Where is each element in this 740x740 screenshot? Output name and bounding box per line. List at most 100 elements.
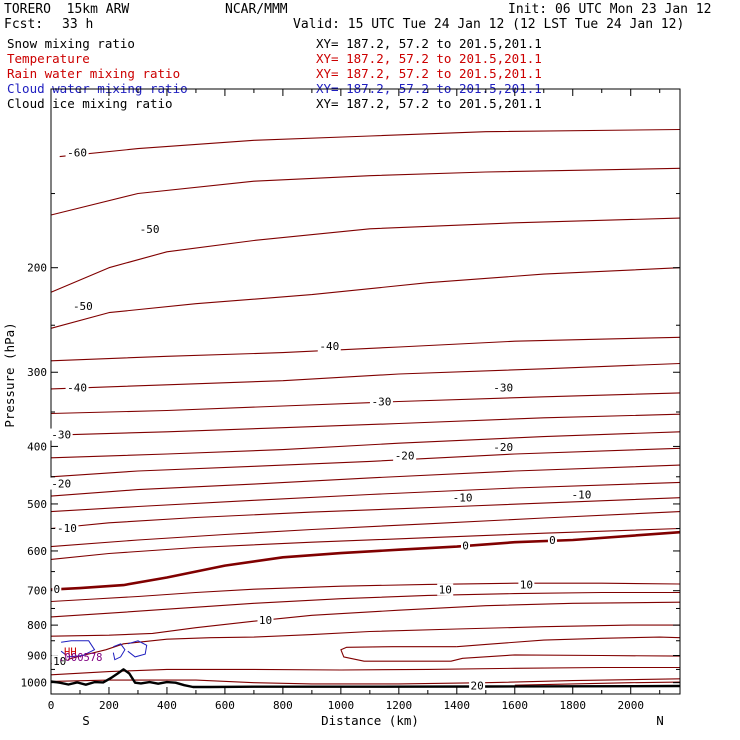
- contour-label: 10: [259, 614, 272, 627]
- field-label-cloud-water: Cloud water mixing ratio: [7, 81, 188, 96]
- x-tick-label: 1800: [560, 699, 587, 712]
- field-annotation: .000578: [58, 652, 102, 664]
- contour-line: [50, 666, 680, 676]
- contour-label: -40: [67, 381, 87, 394]
- contour-line: [50, 624, 680, 665]
- contour-label-bg: [518, 578, 535, 591]
- field-label-snow: Snow mixing ratio: [7, 36, 135, 51]
- contour-line: [340, 646, 681, 662]
- contour-line: [50, 601, 681, 637]
- contour-label: -40: [319, 340, 339, 353]
- field-label-rain: Rain water mixing ratio: [7, 66, 181, 81]
- contour-label: -20: [493, 441, 513, 454]
- contour-line: [59, 128, 681, 158]
- cloud-water-contours: [60, 640, 148, 661]
- y-tick-label: 200: [27, 262, 47, 275]
- contour-label-bg: [393, 449, 417, 462]
- contour-label: 0: [462, 540, 469, 553]
- x-tick-label: 600: [215, 699, 235, 712]
- contour-label-bg: [52, 583, 62, 596]
- x-tick-label: 0: [48, 699, 55, 712]
- contour-line: [50, 217, 681, 293]
- contour-label-bg: [55, 522, 79, 535]
- contour-label-bg: [547, 533, 557, 546]
- contour-label-bg: [451, 491, 475, 504]
- contour-line: [456, 636, 681, 648]
- contour-label-bg: [257, 614, 274, 627]
- field-label-temperature: Temperature: [7, 51, 90, 66]
- contour-line: [50, 591, 680, 618]
- contour-line: [50, 527, 681, 560]
- contour-label: 10: [53, 655, 66, 668]
- contour-label: -50: [73, 300, 93, 313]
- contour-label: -30: [372, 395, 392, 408]
- contour-label: -30: [493, 381, 513, 394]
- contour-label-bg: [491, 441, 515, 454]
- contour-label-bg: [65, 381, 89, 394]
- forecast-label: Fcst:: [4, 17, 44, 32]
- contour-line: [50, 582, 681, 603]
- contour-label: 10: [520, 578, 533, 591]
- field-xy-cloud-water: XY= 187.2, 57.2 to 201.5,201.1: [316, 81, 542, 96]
- contour-label: -60: [67, 147, 87, 160]
- y-axis-label: Pressure (hPa): [2, 322, 17, 427]
- model-title: TORERO 15km ARW: [4, 2, 130, 17]
- x-tick-label: 1400: [444, 699, 471, 712]
- contour-label: 0: [53, 583, 60, 596]
- contour-line: [50, 530, 681, 591]
- y-tick-label: 600: [27, 545, 47, 558]
- contour-label-bg: [569, 488, 593, 501]
- contour-line: [50, 497, 681, 530]
- axes: 0 200 400 600 800 1000 1200 1400 1600 1800 2000200…: [21, 89, 680, 712]
- organization-label: NCAR/MMM: [225, 2, 288, 17]
- terrain-line: [50, 668, 681, 689]
- contour-label-bg: [317, 340, 341, 353]
- contour-label-bg: [369, 395, 393, 408]
- y-tick-label: 700: [27, 585, 47, 598]
- cloud-water-contour: [60, 640, 96, 658]
- contour-line: [50, 447, 681, 478]
- valid-time: Valid: 15 UTC Tue 24 Jan 12 (12 LST Tue …: [293, 17, 685, 32]
- field-annotation: HH: [64, 647, 77, 659]
- contour-line: [50, 431, 681, 459]
- terrain-profile: [50, 668, 681, 689]
- contour-label-bg: [138, 222, 162, 235]
- contour-line: [514, 681, 681, 686]
- contour-label: -10: [57, 522, 77, 535]
- cloud-water-contour: [127, 640, 148, 658]
- contour-label: -10: [572, 488, 592, 501]
- contour-line: [50, 511, 681, 548]
- contour-label: 0: [549, 534, 556, 547]
- x-axis-label: Distance (km): [321, 713, 419, 728]
- field-xy-cloud-ice: XY= 187.2, 57.2 to 201.5,201.1: [316, 96, 542, 111]
- x-end-label-left: S: [82, 713, 90, 728]
- field-xy-rain: XY= 187.2, 57.2 to 201.5,201.1: [316, 66, 542, 81]
- x-end-label-right: N: [656, 713, 664, 728]
- contour-label-bg: [71, 299, 95, 312]
- contour-line: [50, 362, 681, 390]
- contour-label: -50: [140, 223, 160, 236]
- field-label-cloud-ice: Cloud ice mixing ratio: [7, 96, 173, 111]
- contour-label: -10: [453, 492, 473, 505]
- contour-line: [50, 678, 681, 685]
- temperature-contours: [50, 128, 681, 686]
- y-tick-label: 400: [27, 440, 47, 453]
- x-tick-label: 2000: [617, 699, 644, 712]
- x-tick-label: 1000: [328, 699, 355, 712]
- plot-frame: [50, 88, 681, 695]
- x-tick-label: 1600: [502, 699, 529, 712]
- contour-label-bg: [461, 539, 471, 552]
- x-tick-label: 800: [273, 699, 293, 712]
- contour-label-bg: [49, 428, 73, 441]
- contour-label: -20: [395, 449, 415, 462]
- contour-line: [50, 392, 681, 415]
- contour-label: -20: [51, 478, 71, 491]
- x-tick-label: 1200: [386, 699, 413, 712]
- contour-labels: -60 -50 -50 -40 -40 -30 -30 -30 -20 -20 -20 -10 -10 -…: [49, 146, 593, 693]
- contour-line: [50, 336, 681, 362]
- y-tick-label: 1000: [21, 677, 48, 690]
- contour-label-bg: [491, 381, 515, 394]
- contour-label-bg: [65, 146, 89, 159]
- x-tick-label: 400: [157, 699, 177, 712]
